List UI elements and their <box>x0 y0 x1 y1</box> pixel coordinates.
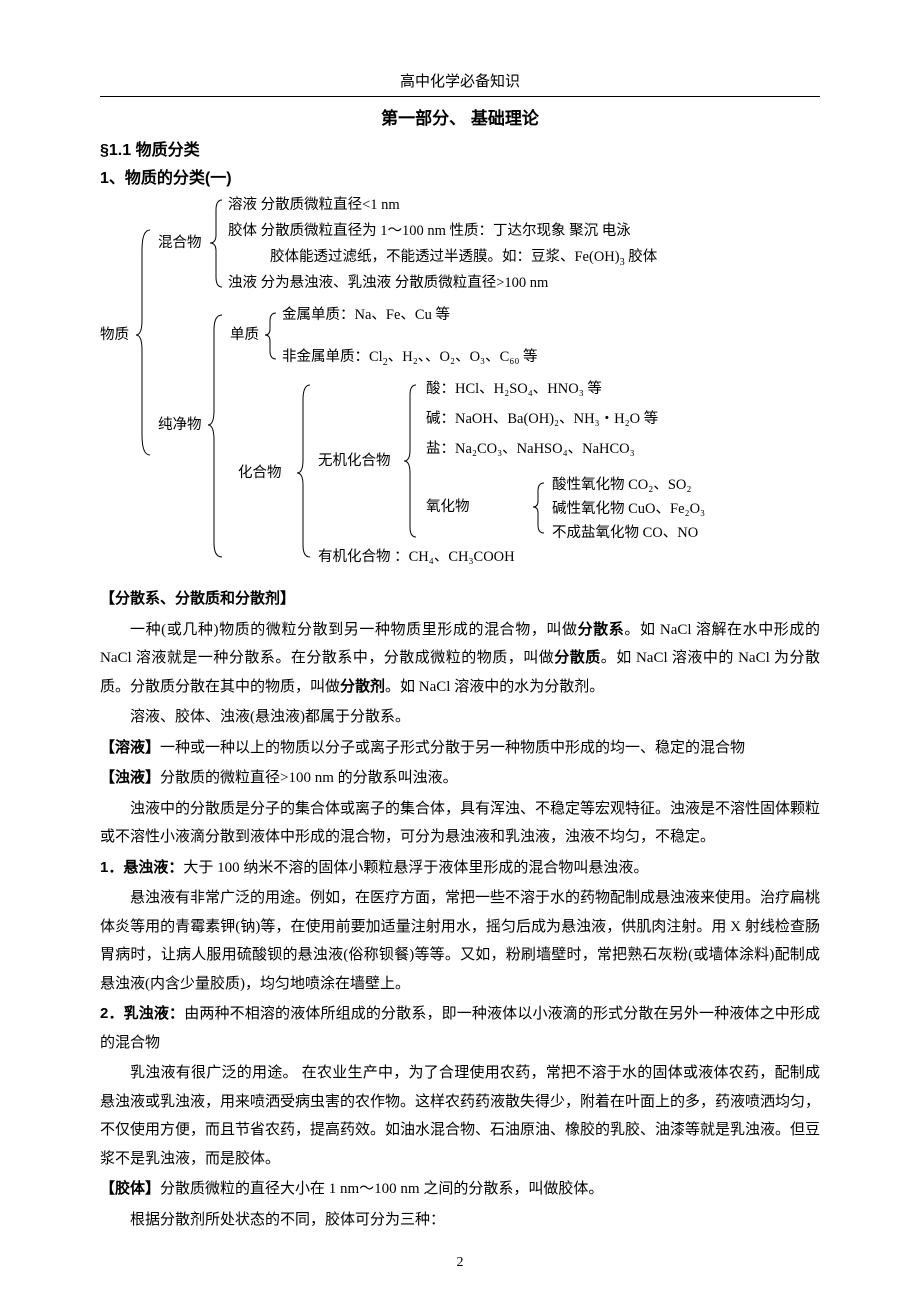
para-emulsion-head: 2．乳浊液：由两种不相溶的液体所组成的分散系，即一种液体以小液滴的形式分散在另外… <box>100 1000 820 1057</box>
node-metal: 金属单质：Na、Fe、Cu 等 <box>282 305 450 327</box>
body-text: 【分散系、分散质和分散剂】 一种(或几种)物质的微粒分散到另一种物质里形成的混合… <box>100 585 820 1234</box>
classification-diagram: 物质 混合物 溶液 分散质微粒直径<1 nm 胶体 分散质微粒直径为 1～100… <box>100 195 820 575</box>
node-acid: 酸：HCl、H₂SO₄、HNO₃ 等 <box>426 379 602 401</box>
running-header: 高中化学必备知识 <box>100 70 820 94</box>
para-dispersion: 一种(或几种)物质的微粒分散到另一种物质里形成的混合物，叫做分散系。如 NaCl… <box>100 616 820 702</box>
node-organic: 有机化合物 ：CH₄、CH₃COOH <box>318 547 515 569</box>
para-colloid-def: 【胶体】分散质微粒的直径大小在 1 nm～100 nm 之间的分散系，叫做胶体。 <box>100 1175 820 1204</box>
sub-heading: 1、物质的分类(一) <box>100 166 820 192</box>
part-title: 第一部分、 基础理论 <box>100 105 820 132</box>
page-number: 2 <box>100 1252 820 1274</box>
node-colloid-1: 胶体 分散质微粒直径为 1～100 nm 性质：丁达尔现象 聚沉 电泳 <box>228 221 631 243</box>
node-root: 物质 <box>100 325 129 347</box>
node-base: 碱：NaOH、Ba(OH)₂、NH₃・H₂O 等 <box>426 409 658 431</box>
node-solution: 溶液 分散质微粒直径<1 nm <box>228 195 400 217</box>
node-salt: 盐：Na₂CO₃、NaHSO₄、NaHCO₃ <box>426 439 635 461</box>
node-colloid-2: 胶体能透过滤纸，不能透过半透膜。如：豆浆、Fe(OH)3 胶体 <box>270 247 657 270</box>
section-heading: §1.1 物质分类 <box>100 138 820 164</box>
para-turbid-desc: 浊液中的分散质是分子的集合体或离子的集合体，具有浑浊、不稳定等宏观特征。浊液是不… <box>100 795 820 852</box>
node-nonmetal: 非金属单质：Cl2、H₂、、O₂、O₃、C₆₀ 等 <box>282 347 538 370</box>
heading-dispersion: 【分散系、分散质和分散剂】 <box>100 590 295 607</box>
para-turbid-def: 【浊液】分散质的微粒直径>100 nm 的分散系叫浊液。 <box>100 764 820 793</box>
para-suspension-body: 悬浊液有非常广泛的用途。例如，在医疗方面，常把一些不溶于水的药物配制成悬浊液来使… <box>100 884 820 998</box>
para-suspension-head: 1．悬浊液：大于 100 纳米不溶的固体小颗粒悬浮于液体里形成的混合物叫悬浊液。 <box>100 854 820 883</box>
node-acidic-oxide: 酸性氧化物 CO₂、SO₂ <box>552 475 691 497</box>
para-solution: 【溶液】一种或一种以上的物质以分子或离子形式分散于另一种物质中形成的均一、稳定的… <box>100 734 820 763</box>
para-colloid-types: 根据分散剂所处状态的不同，胶体可分为三种： <box>100 1206 820 1235</box>
node-pure: 纯净物 <box>158 415 202 437</box>
node-oxide: 氧化物 <box>426 497 470 519</box>
para-dispersion-types: 溶液、胶体、浊液(悬浊液)都属于分散系。 <box>100 703 820 732</box>
node-turbid: 浊液 分为悬浊液、乳浊液 分散质微粒直径>100 nm <box>228 273 548 295</box>
node-element: 单质 <box>230 325 259 347</box>
node-basic-oxide: 碱性氧化物 CuO、Fe₂O₃ <box>552 499 705 521</box>
header-rule <box>100 96 820 97</box>
para-emulsion-body: 乳浊液有很广泛的用途。 在农业生产中，为了合理使用农药，常把不溶于水的固体或液体… <box>100 1059 820 1173</box>
node-mixture: 混合物 <box>158 233 202 255</box>
node-nonsalt-oxide: 不成盐氧化物 CO、NO <box>552 523 698 545</box>
node-inorganic: 无机化合物 <box>318 451 391 473</box>
node-compound: 化合物 <box>238 463 282 485</box>
